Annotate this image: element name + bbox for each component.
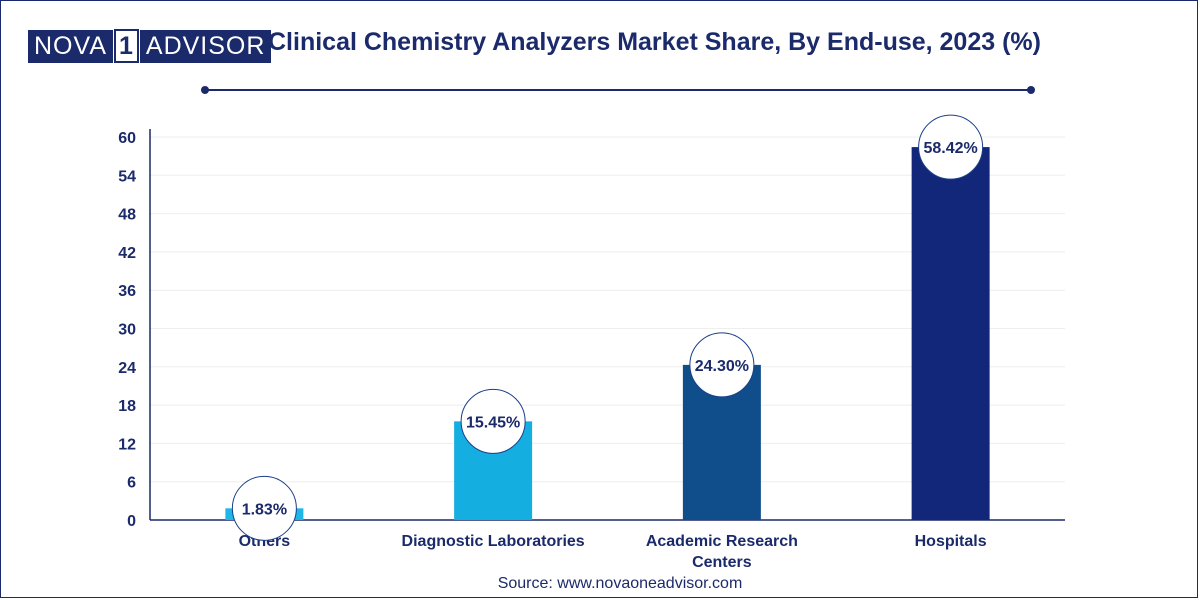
divider-dot-left	[201, 86, 209, 94]
y-tick-label: 60	[118, 130, 136, 147]
data-label-badge	[918, 114, 984, 180]
chart-title: Clinical Chemistry Analyzers Market Shar…	[268, 28, 1041, 56]
data-label: 1.83%	[242, 501, 287, 518]
source-note: Source: www.novaoneadvisor.com	[497, 575, 743, 592]
y-tick-label: 54	[118, 168, 136, 185]
x-tick-label: Diagnostic Laboratories	[402, 533, 585, 550]
bars	[225, 147, 990, 520]
data-label: 15.45%	[466, 414, 520, 431]
bar	[911, 147, 990, 520]
x-tick-label: Academic Research	[646, 533, 798, 550]
y-tick-label: 0	[127, 513, 136, 530]
data-label: 58.42%	[923, 140, 977, 157]
y-tick-label: 12	[118, 436, 136, 453]
y-tick-label: 18	[118, 398, 136, 415]
logo-text-advisor: ADVISOR	[139, 29, 272, 63]
y-tick-label: 36	[118, 283, 136, 300]
x-tick-label: Hospitals	[915, 533, 987, 550]
y-tick-label: 42	[118, 245, 136, 262]
brand-logo: NOVA 1 ADVISOR	[28, 28, 272, 64]
logo-text-one: 1	[114, 29, 139, 63]
y-tick-label: 6	[127, 475, 136, 492]
y-tick-label: 30	[118, 322, 136, 339]
x-tick-label: Centers	[692, 554, 752, 571]
data-label: 24.30%	[695, 358, 749, 375]
divider-dot-right	[1027, 86, 1035, 94]
data-labels: 1.83% 15.45% 24.30% 58.42%	[231, 114, 984, 541]
data-label-badge	[689, 332, 755, 398]
data-label-badge	[231, 475, 297, 541]
data-label-badge	[460, 388, 526, 454]
title-divider	[205, 89, 1031, 91]
logo-text-nova: NOVA	[28, 29, 113, 63]
y-tick-label: 48	[118, 207, 136, 224]
y-tick-label: 24	[118, 360, 136, 377]
